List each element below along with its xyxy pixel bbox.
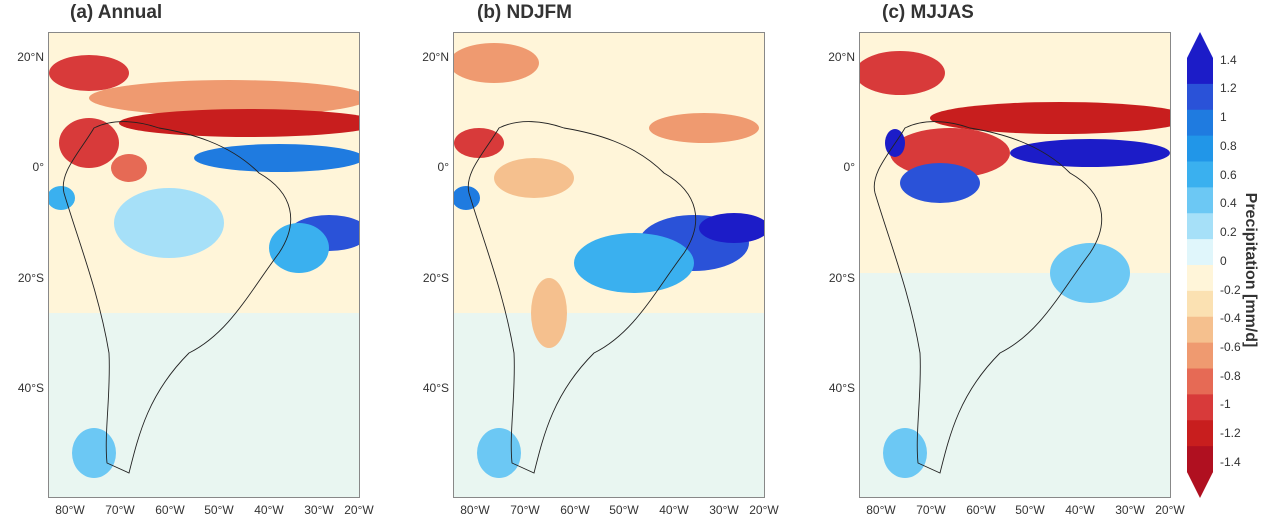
colorbar-tick: -0.8 (1220, 369, 1241, 383)
colorbar-tick: 1.2 (1220, 81, 1237, 95)
colorbar-arrow-max (1187, 32, 1213, 58)
colorbar (1187, 32, 1213, 498)
lon-label-20w: 20°W (1155, 503, 1185, 517)
lon-label-50w: 50°W (204, 503, 234, 517)
colorbar-swatch (1187, 342, 1213, 369)
colorbar-swatch (1187, 161, 1213, 188)
lat-label-40s: 40°S (828, 381, 855, 395)
map-panel-mjjas (859, 32, 1171, 498)
panel-title-ndjfm: (b) NDJFM (477, 2, 572, 23)
map-panel-ndjfm (453, 32, 765, 498)
lon-label-70w: 70°W (510, 503, 540, 517)
lon-label-40w: 40°W (254, 503, 284, 517)
colorbar-tick: -0.4 (1220, 311, 1241, 325)
lon-label-70w: 70°W (105, 503, 135, 517)
colorbar-tick: -1.2 (1220, 426, 1241, 440)
lon-label-80w: 80°W (460, 503, 490, 517)
colorbar-title: Precipitation [mm/d] (1242, 192, 1259, 348)
lat-label-20n: 20°N (17, 50, 44, 64)
lon-label-80w: 80°W (866, 503, 896, 517)
colorbar-tick: -0.6 (1220, 340, 1241, 354)
lat-label-20s: 20°S (17, 271, 44, 285)
colorbar-swatch (1187, 213, 1213, 240)
lon-label-30w: 30°W (709, 503, 739, 517)
map-panel-annual (48, 32, 360, 498)
colorbar-swatch (1187, 420, 1213, 447)
colorbar-arrow-min (1187, 472, 1213, 498)
colorbar-tick: -1.4 (1220, 455, 1241, 469)
colorbar-tick: -0.2 (1220, 283, 1241, 297)
colorbar-swatch (1187, 135, 1213, 162)
colorbar-tick: 0.6 (1220, 168, 1237, 182)
lon-label-70w: 70°W (916, 503, 946, 517)
colorbar-swatch (1187, 368, 1213, 395)
lat-label-0: 0° (32, 160, 44, 174)
lon-label-40w: 40°W (1065, 503, 1095, 517)
colorbar-swatch (1187, 187, 1213, 214)
lon-label-50w: 50°W (1015, 503, 1045, 517)
lon-label-30w: 30°W (1115, 503, 1145, 517)
lat-label-40s: 40°S (422, 381, 449, 395)
colorbar-tick: 1.4 (1220, 53, 1237, 67)
lon-label-60w: 60°W (155, 503, 185, 517)
colorbar-swatch (1187, 446, 1213, 473)
colorbar-tick: 0.8 (1220, 139, 1237, 153)
colorbar-tick: 1 (1220, 110, 1227, 124)
colorbar-swatch (1187, 316, 1213, 344)
lon-label-40w: 40°W (659, 503, 689, 517)
panel-title-annual: (a) Annual (70, 2, 163, 23)
colorbar-swatch (1187, 265, 1213, 292)
colorbar-swatch (1187, 58, 1213, 85)
colorbar-tick: 0 (1220, 254, 1227, 268)
colorbar-swatch (1187, 109, 1213, 137)
lat-label-0: 0° (437, 160, 449, 174)
lon-label-60w: 60°W (966, 503, 996, 517)
lat-label-20s: 20°S (828, 271, 855, 285)
colorbar-tick: 0.4 (1220, 196, 1237, 210)
lat-label-20s: 20°S (422, 271, 449, 285)
lat-label-20n: 20°N (828, 50, 855, 64)
colorbar-tick: -1 (1220, 397, 1231, 411)
colorbar-tick: 0.2 (1220, 225, 1237, 239)
lon-label-50w: 50°W (609, 503, 639, 517)
lon-label-20w: 20°W (344, 503, 374, 517)
panel-title-mjjas: (c) MJJAS (882, 2, 974, 23)
colorbar-swatch (1187, 394, 1213, 421)
colorbar-swatch (1187, 83, 1213, 111)
lat-label-40s: 40°S (17, 381, 44, 395)
lon-label-60w: 60°W (560, 503, 590, 517)
lon-label-30w: 30°W (304, 503, 334, 517)
colorbar-swatch (1187, 239, 1213, 266)
colorbar-swatch (1187, 290, 1213, 318)
lon-label-20w: 20°W (749, 503, 779, 517)
lat-label-0: 0° (843, 160, 855, 174)
lon-label-80w: 80°W (55, 503, 85, 517)
lat-label-20n: 20°N (422, 50, 449, 64)
